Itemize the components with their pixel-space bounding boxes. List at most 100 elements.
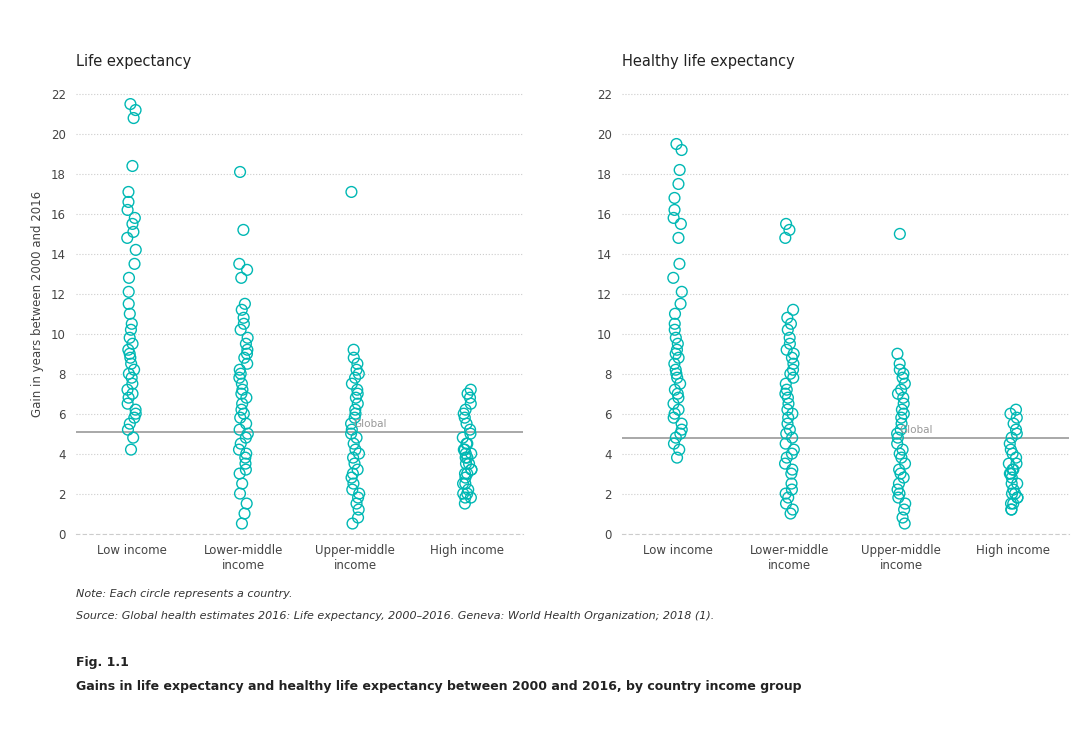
Point xyxy=(348,364,365,376)
Point xyxy=(456,412,473,424)
Point xyxy=(782,318,799,330)
Point xyxy=(894,511,912,523)
Point xyxy=(777,458,794,470)
Point xyxy=(233,304,251,316)
Point xyxy=(1008,404,1025,416)
Point xyxy=(462,491,480,503)
Point xyxy=(1008,428,1025,439)
Point xyxy=(239,332,256,344)
Point xyxy=(239,348,256,359)
Point xyxy=(667,432,685,444)
Point xyxy=(119,204,136,216)
Point xyxy=(666,324,684,336)
Point xyxy=(348,432,365,444)
Point xyxy=(891,358,908,370)
Point xyxy=(120,186,137,198)
Point xyxy=(671,164,688,176)
Point xyxy=(122,324,139,336)
Point xyxy=(889,438,906,450)
Point xyxy=(783,448,800,459)
Point xyxy=(238,498,255,510)
Point xyxy=(233,384,251,396)
Point xyxy=(238,392,255,404)
Point xyxy=(670,404,687,416)
Point xyxy=(238,448,255,459)
Point xyxy=(122,358,139,370)
Point xyxy=(233,378,251,390)
Point xyxy=(233,478,251,490)
Point xyxy=(457,452,474,464)
Point xyxy=(779,404,796,416)
Point xyxy=(345,344,362,356)
Point xyxy=(891,364,908,376)
Point xyxy=(892,468,909,479)
Point xyxy=(345,468,362,479)
Point xyxy=(1003,504,1021,516)
Point xyxy=(462,384,480,396)
Point xyxy=(895,472,913,484)
Point xyxy=(350,491,367,503)
Point xyxy=(235,508,253,519)
Point xyxy=(783,352,800,364)
Point xyxy=(457,404,474,416)
Point xyxy=(673,144,690,156)
Point xyxy=(895,398,913,410)
Point xyxy=(784,364,801,376)
Point xyxy=(462,398,480,410)
Point xyxy=(119,384,136,396)
Point xyxy=(670,352,687,364)
Point xyxy=(119,398,136,410)
Point xyxy=(455,408,472,419)
Point xyxy=(672,428,689,439)
Point xyxy=(893,412,910,424)
Point xyxy=(346,352,363,364)
Point xyxy=(457,478,474,490)
Point xyxy=(672,218,689,230)
Point xyxy=(891,448,908,459)
Point xyxy=(127,404,145,416)
Point xyxy=(666,204,684,216)
Point xyxy=(664,272,681,284)
Text: Global: Global xyxy=(900,425,933,435)
Point xyxy=(889,484,906,496)
Point xyxy=(120,344,137,356)
Point xyxy=(667,332,685,344)
Point xyxy=(347,404,364,416)
Point xyxy=(671,444,688,456)
Point xyxy=(350,504,367,516)
Point xyxy=(120,286,137,298)
Point xyxy=(343,472,361,484)
Point xyxy=(784,464,801,476)
Point xyxy=(460,458,477,470)
Point xyxy=(120,196,137,208)
Point xyxy=(890,478,907,490)
Point xyxy=(459,452,476,464)
Point xyxy=(232,324,249,336)
Point xyxy=(667,138,685,150)
Point xyxy=(231,424,248,436)
Point xyxy=(1004,448,1022,459)
Point xyxy=(461,392,478,404)
Point xyxy=(665,212,683,224)
Point xyxy=(1002,498,1020,510)
Point xyxy=(895,504,913,516)
Point xyxy=(666,384,684,396)
Point xyxy=(778,452,795,464)
Point xyxy=(349,384,366,396)
Point xyxy=(1002,504,1020,516)
Point xyxy=(889,428,906,439)
Point xyxy=(235,318,253,330)
Point xyxy=(457,472,474,484)
Point xyxy=(670,392,687,404)
Point xyxy=(781,424,798,436)
Point xyxy=(343,484,361,496)
Point xyxy=(123,372,140,384)
Point xyxy=(785,444,802,456)
Point xyxy=(124,338,141,350)
Point xyxy=(457,491,474,503)
Point xyxy=(670,232,687,244)
Point xyxy=(665,398,683,410)
Point xyxy=(233,398,251,410)
Point xyxy=(1008,424,1025,436)
Point xyxy=(459,388,476,399)
